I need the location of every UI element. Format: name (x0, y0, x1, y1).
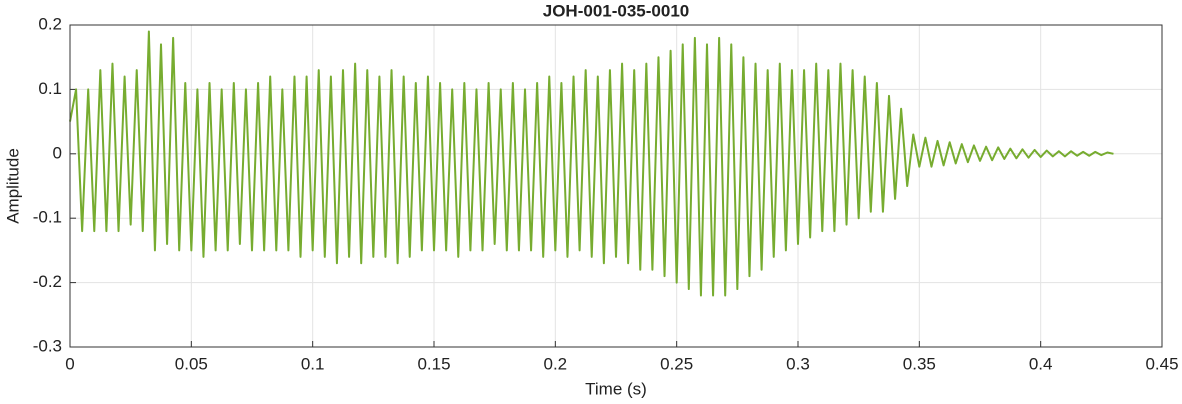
x-tick-label: 0.45 (1145, 354, 1178, 373)
y-tick-label: -0.2 (33, 272, 62, 291)
x-tick-label: 0.25 (660, 354, 693, 373)
x-tick-label: 0.3 (786, 354, 810, 373)
x-axis-label: Time (s) (585, 379, 647, 398)
x-tick-label: 0.1 (301, 354, 325, 373)
y-axis-label: Amplitude (3, 148, 22, 224)
waveform-line (69, 30, 1114, 297)
y-tick-label: 0.2 (38, 14, 62, 33)
x-tick-label: 0.05 (175, 354, 208, 373)
y-tick-label: -0.1 (33, 208, 62, 227)
x-tick-label: 0 (65, 354, 74, 373)
x-tick-label: 0.15 (417, 354, 450, 373)
x-tick-label: 0.35 (903, 354, 936, 373)
plot-frame (69, 24, 1163, 348)
chart-title: JOH-001-035-0010 (543, 1, 689, 20)
x-tick-label: 0.2 (544, 354, 568, 373)
y-tick-label: -0.3 (33, 336, 62, 355)
y-tick-label: 0 (53, 143, 62, 162)
x-tick-label: 0.4 (1029, 354, 1053, 373)
y-tick-label: 0.1 (38, 79, 62, 98)
